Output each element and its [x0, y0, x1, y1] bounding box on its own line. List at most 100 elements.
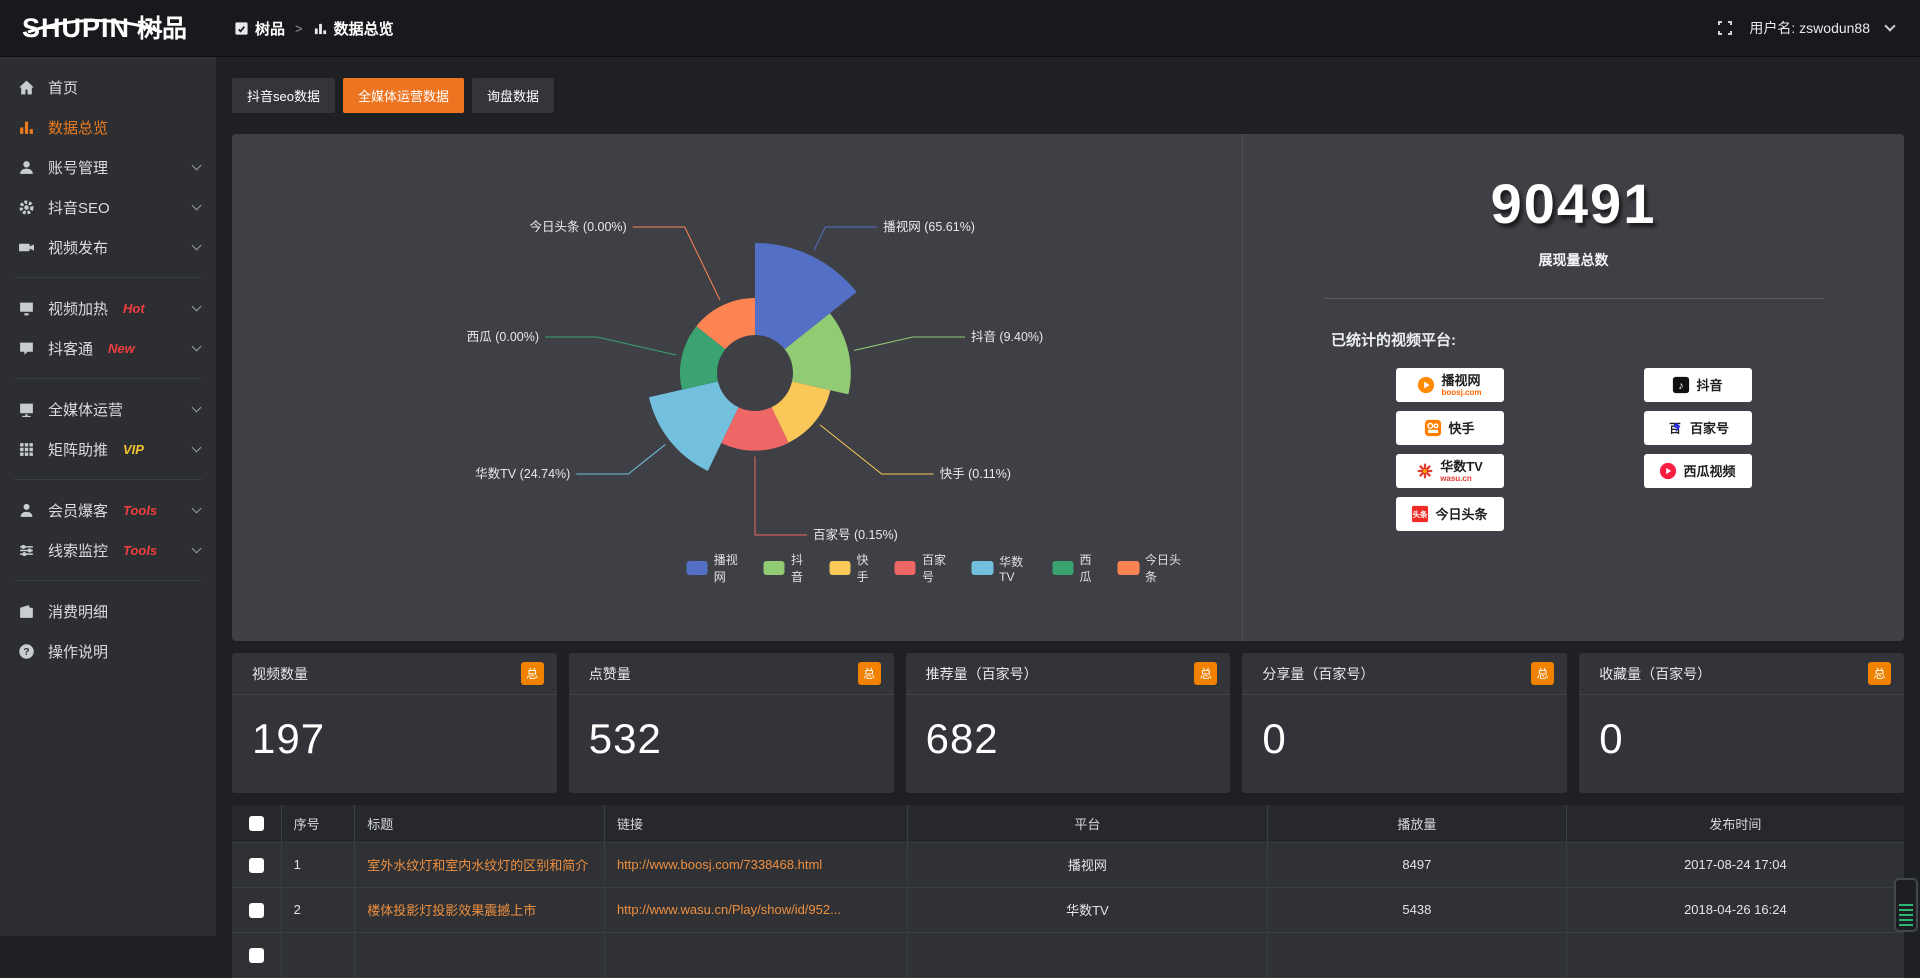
breadcrumb-current[interactable]: 数据总览	[313, 18, 394, 39]
chevron-down-icon[interactable]	[1884, 20, 1895, 31]
gear-icon	[18, 199, 35, 216]
legend-item[interactable]: 快手	[829, 551, 880, 585]
chevron-down-icon	[192, 403, 202, 413]
legend-swatch	[1118, 561, 1139, 575]
xigua-logo	[1659, 462, 1677, 480]
topbar: SHUPIN 树品 树品 > 数据总览 用户名: zswodun88	[0, 0, 1920, 57]
platform-badge-xigua: 西瓜视频	[1644, 454, 1752, 488]
baijiahao-logo: 百	[1666, 419, 1684, 437]
col-header-platform: 平台	[907, 805, 1267, 842]
pie-label-line	[755, 457, 807, 535]
grid-icon	[18, 441, 35, 458]
sidebar-divider	[14, 479, 202, 480]
legend-swatch	[829, 561, 850, 575]
legend-swatch	[764, 561, 785, 575]
table-row: 2 楼体投影灯投影效果震撼上市 http://www.wasu.cn/Play/…	[232, 887, 1904, 932]
video-url-link[interactable]: http://www.boosj.com/7338468.html	[617, 857, 895, 872]
total-badge[interactable]: 总	[1868, 662, 1891, 685]
video-icon	[18, 239, 35, 256]
screen-icon	[18, 300, 35, 317]
data-tabs: 抖音seo数据 全媒体运营数据 询盘数据	[232, 78, 1904, 113]
tab-omnimedia-data[interactable]: 全媒体运营数据	[343, 78, 464, 113]
sidebar-item-data-overview[interactable]: 数据总览	[0, 107, 216, 147]
video-title-link[interactable]: 室外水纹灯和室内水纹灯的区别和简介	[367, 855, 592, 874]
legend-item[interactable]: 播视网	[687, 551, 749, 585]
legend-item[interactable]: 华数TV	[972, 553, 1037, 584]
tab-inquiry-data[interactable]: 询盘数据	[472, 78, 554, 113]
sidebar-item-douketong[interactable]: 抖客通 New	[0, 328, 216, 368]
breadcrumb-separator: >	[295, 21, 303, 36]
breadcrumb: 树品 > 数据总览	[234, 18, 394, 39]
breadcrumb-root[interactable]: 树品	[234, 18, 285, 39]
sidebar-item-home[interactable]: 首页	[0, 67, 216, 107]
chart-panel: 播视网 (65.61%)抖音 (9.40%)快手 (0.11%)百家号 (0.1…	[232, 134, 1904, 641]
video-title-link[interactable]: 楼体投影灯投影效果震撼上市	[367, 900, 592, 919]
sidebar-item-douyin-seo[interactable]: 抖音SEO	[0, 187, 216, 227]
tab-douyin-seo-data[interactable]: 抖音seo数据	[232, 78, 335, 113]
table-header-row: 序号 标题 链接 平台 播放量 发布时间	[232, 805, 1904, 842]
pie-label-line	[545, 337, 676, 355]
legend-swatch	[1052, 561, 1073, 575]
col-header-time: 发布时间	[1566, 805, 1904, 842]
row-checkbox[interactable]	[249, 948, 264, 963]
legend-label: 抖音	[791, 551, 814, 585]
sidebar-item-matrix-boost[interactable]: 矩阵助推 VIP	[0, 429, 216, 469]
pie-label: 西瓜 (0.00%)	[467, 330, 539, 344]
legend-item[interactable]: 抖音	[764, 551, 815, 585]
stat-card-recommends: 推荐量（百家号） 总 682	[906, 653, 1231, 793]
pie-label: 百家号 (0.15%)	[813, 527, 898, 542]
video-url-link[interactable]: http://www.wasu.cn/Play/show/id/952...	[617, 902, 895, 917]
pie-slice[interactable]	[649, 381, 739, 471]
sidebar-item-omnimedia[interactable]: 全媒体运营	[0, 389, 216, 429]
wasu-logo	[1416, 462, 1434, 480]
hot-tag: Hot	[123, 301, 145, 316]
stat-card-favorites: 收藏量（百家号） 总 0	[1579, 653, 1904, 793]
pie-label-line	[820, 425, 934, 474]
fullscreen-icon[interactable]	[1717, 20, 1733, 36]
toutiao-logo: 头条	[1411, 505, 1429, 523]
sidebar-item-spend-detail[interactable]: 消费明细	[0, 591, 216, 631]
chevron-down-icon	[192, 504, 202, 514]
sidebar-item-help[interactable]: ? 操作说明	[0, 631, 216, 671]
topbar-right: 用户名: zswodun88	[1717, 18, 1920, 38]
platform-badge-toutiao: 头条 今日头条	[1396, 497, 1504, 531]
legend-item[interactable]: 西瓜	[1052, 551, 1103, 585]
wallet-icon	[18, 603, 35, 620]
sidebar-item-lead-monitor[interactable]: 线索监控 Tools	[0, 530, 216, 570]
pie-chart[interactable]: 播视网 (65.61%)抖音 (9.40%)快手 (0.11%)百家号 (0.1…	[232, 134, 1242, 641]
row-checkbox[interactable]	[249, 858, 264, 873]
pie-label: 抖音 (9.40%)	[971, 329, 1043, 344]
floating-widget[interactable]	[1894, 878, 1918, 932]
bar-chart-icon	[313, 21, 328, 36]
pie-label-line	[633, 227, 720, 300]
sidebar-item-account[interactable]: 账号管理	[0, 147, 216, 187]
legend-item[interactable]: 百家号	[895, 551, 957, 585]
legend-label: 快手	[856, 551, 879, 585]
monitor-icon	[18, 401, 35, 418]
username-label[interactable]: 用户名: zswodun88	[1749, 18, 1870, 38]
home-icon	[18, 79, 35, 96]
sidebar-item-video-publish[interactable]: 视频发布	[0, 227, 216, 267]
total-badge[interactable]: 总	[521, 662, 544, 685]
pie-label-line	[576, 445, 665, 474]
app-icon	[234, 21, 249, 36]
douyin-logo: ♪	[1672, 376, 1690, 394]
logo-arc	[20, 19, 170, 33]
legend-item[interactable]: 今日头条	[1118, 551, 1192, 585]
stat-cards: 视频数量 总 197 点赞量 总 532 推荐量（百家号） 总 682 分享量（…	[232, 653, 1904, 793]
stat-value: 0	[1579, 695, 1904, 763]
vip-tag: VIP	[123, 442, 144, 457]
row-checkbox[interactable]	[249, 903, 264, 918]
select-all-checkbox[interactable]	[249, 816, 264, 831]
sidebar-divider	[14, 277, 202, 278]
sidebar-item-video-heat[interactable]: 视频加热 Hot	[0, 288, 216, 328]
total-badge[interactable]: 总	[1531, 662, 1554, 685]
chevron-down-icon	[192, 201, 202, 211]
kuaishou-logo	[1424, 419, 1442, 437]
sidebar-item-member-burst[interactable]: 会员爆客 Tools	[0, 490, 216, 530]
chevron-down-icon	[192, 241, 202, 251]
total-badge[interactable]: 总	[858, 662, 881, 685]
total-badge[interactable]: 总	[1194, 662, 1217, 685]
legend-label: 华数TV	[999, 553, 1037, 584]
